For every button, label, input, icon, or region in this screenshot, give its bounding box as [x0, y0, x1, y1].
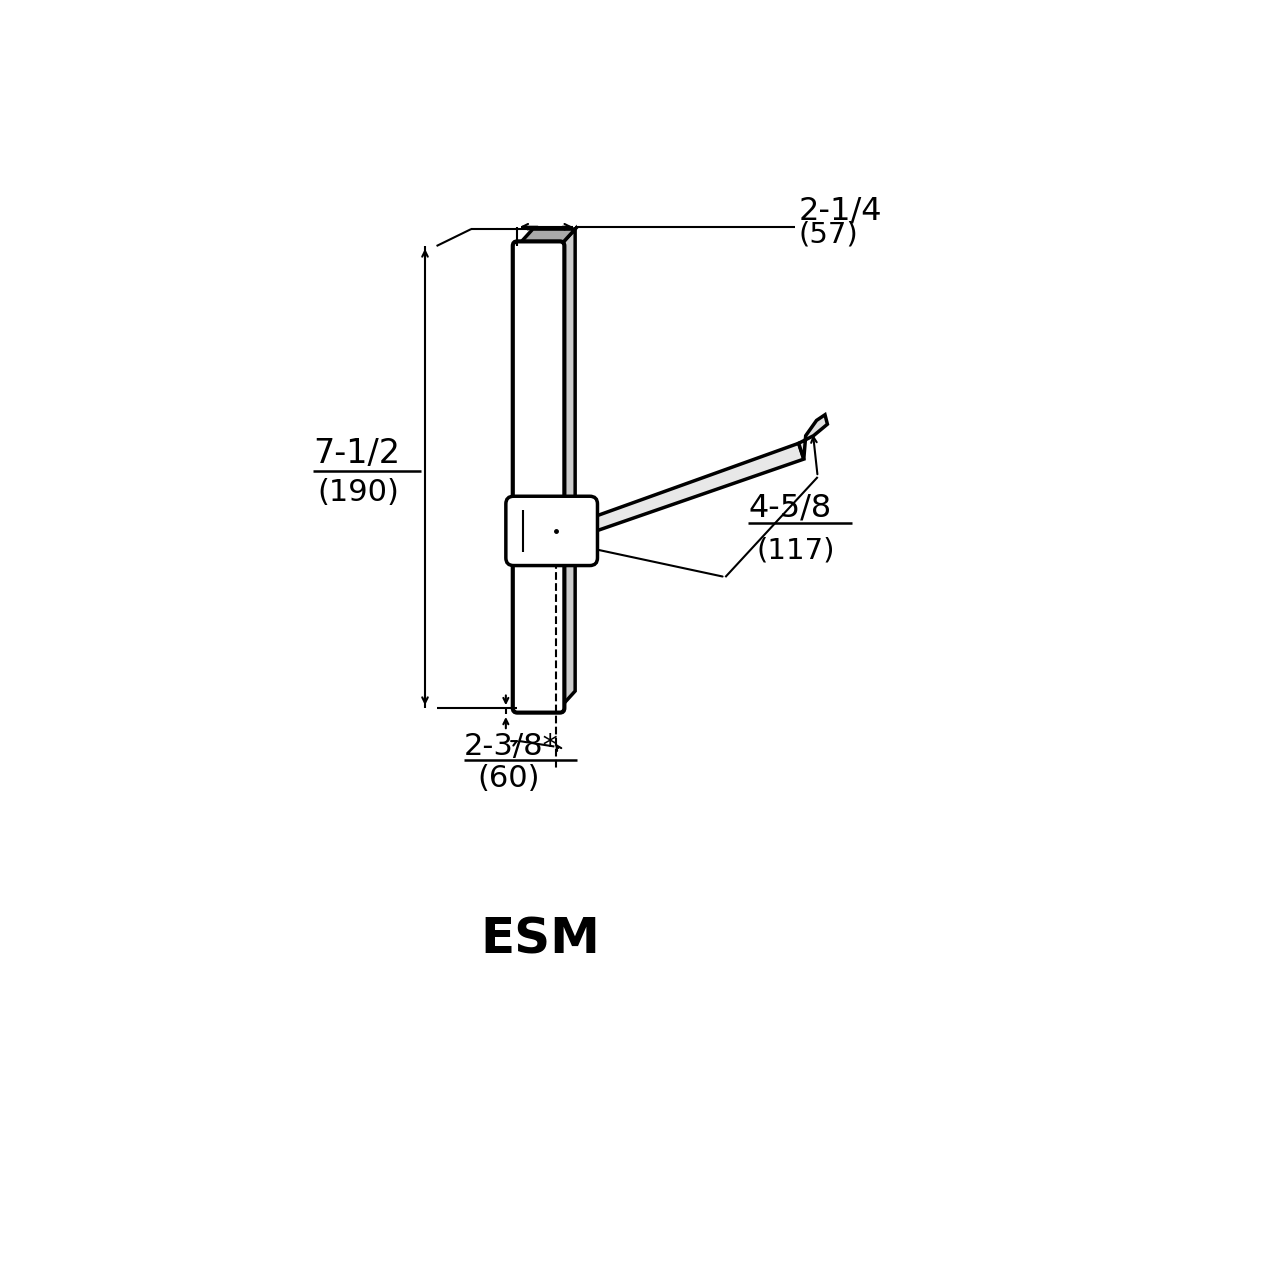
Polygon shape [517, 229, 575, 246]
Polygon shape [573, 443, 804, 538]
Text: 7-1/2: 7-1/2 [314, 438, 401, 470]
Polygon shape [559, 229, 575, 708]
Text: (117): (117) [756, 536, 835, 564]
Text: ESM: ESM [480, 915, 600, 963]
Text: (60): (60) [477, 764, 540, 794]
FancyBboxPatch shape [513, 242, 564, 713]
Polygon shape [799, 415, 827, 460]
FancyBboxPatch shape [506, 497, 598, 566]
Text: (57): (57) [799, 220, 858, 248]
Text: 4-5/8: 4-5/8 [749, 493, 832, 524]
Text: (190): (190) [317, 477, 399, 507]
Text: 2-3/8*: 2-3/8* [463, 732, 558, 762]
Text: 2-1/4: 2-1/4 [799, 196, 882, 227]
